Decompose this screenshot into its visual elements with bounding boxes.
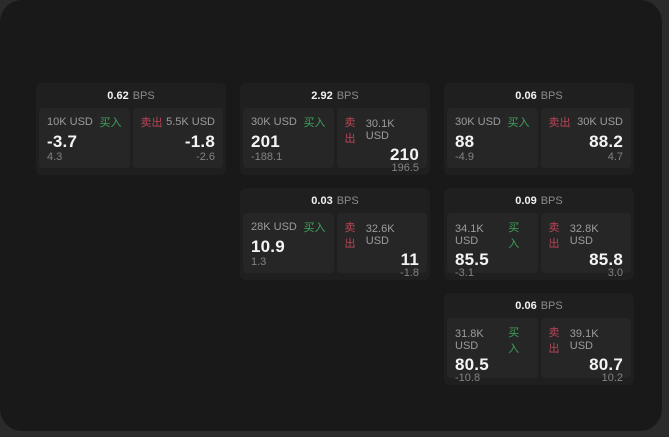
buy-side-label: 买入 (508, 222, 520, 250)
buy-amount: 31.8K USD (455, 328, 484, 352)
sell-price: 85.8 (589, 250, 623, 269)
bps-unit-label: BPS (540, 299, 563, 312)
sell-side-label: 卖出 (548, 222, 560, 250)
sell-amount: 39.1K USD (569, 328, 599, 352)
bps-value: 0.09 (515, 194, 537, 207)
sell-side-label: 卖出 (548, 327, 560, 355)
bps-value: 2.92 (311, 89, 333, 102)
bps-value: 0.06 (515, 89, 537, 102)
buy-change: 1.3 (251, 256, 267, 268)
buy-amount: 28K USD (251, 221, 297, 233)
buy-change: -4.9 (455, 151, 474, 163)
buy-amount: 30K USD (455, 116, 501, 128)
buy-amount: 34.1K USD (455, 223, 484, 247)
sell-quote-tile[interactable]: 卖出 5.5K USD -1.8 -2.6 (132, 108, 223, 168)
buy-amount: 30K USD (251, 116, 297, 128)
sell-amount: 5.5K USD (166, 116, 215, 128)
buy-change: -188.1 (251, 151, 283, 163)
bps-value: 0.03 (311, 194, 333, 207)
card-header: 0.06 BPS (447, 293, 631, 318)
quote-card-5: 0.09 BPS 34.1K USD 买入 85.5 -3.1 卖出 32.8K… (444, 188, 634, 280)
buy-quote-tile[interactable]: 30K USD 买入 201 -188.1 (243, 108, 334, 168)
buy-price: 80.5 (455, 355, 489, 374)
card-header: 2.92 BPS (243, 83, 427, 108)
buy-price: 88 (455, 131, 475, 151)
buy-quote-tile[interactable]: 34.1K USD 买入 85.5 -3.1 (447, 213, 538, 279)
sell-quote-tile[interactable]: 卖出 30.1K USD 210 196.5 (336, 108, 427, 174)
buy-quote-tile[interactable]: 28K USD 买入 10.9 1.3 (243, 213, 334, 273)
sell-quote-tile[interactable]: 卖出 30K USD 88.2 4.7 (540, 108, 631, 168)
buy-quote-tile[interactable]: 30K USD 买入 88 -4.9 (447, 108, 538, 168)
bps-value: 0.62 (107, 89, 129, 102)
sell-change: 4.7 (607, 151, 623, 163)
buy-price: 201 (251, 131, 280, 151)
buy-price: 10.9 (251, 236, 285, 256)
buy-quote-tile[interactable]: 31.8K USD 买入 80.5 -10.8 (447, 318, 538, 384)
sell-side-label: 卖出 (344, 222, 356, 250)
sell-quote-tile[interactable]: 卖出 32.6K USD 11 -1.8 (336, 213, 427, 279)
quote-card-3: 0.06 BPS 30K USD 买入 88 -4.9 卖出 30K USD 8… (444, 83, 634, 175)
buy-price: 85.5 (455, 250, 489, 269)
bps-unit-label: BPS (540, 194, 563, 207)
buy-side-label: 买入 (99, 117, 122, 129)
bps-value: 0.06 (515, 299, 537, 312)
sell-side-label: 卖出 (344, 117, 356, 145)
sell-amount: 32.6K USD (365, 223, 395, 247)
quote-card-1: 0.62 BPS 10K USD 买入 -3.7 4.3 卖出 5.5K USD… (36, 83, 226, 175)
sell-price: 210 (390, 145, 419, 164)
sell-change: -2.6 (196, 151, 215, 163)
card-header: 0.62 BPS (39, 83, 223, 108)
sell-amount: 32.8K USD (569, 223, 599, 247)
sell-quote-tile[interactable]: 卖出 32.8K USD 85.8 3.0 (540, 213, 631, 279)
sell-side-label: 卖出 (548, 117, 571, 129)
sell-price: 11 (400, 250, 419, 269)
card-header: 0.09 BPS (447, 188, 631, 213)
buy-side-label: 买入 (507, 117, 530, 129)
buy-side-label: 买入 (508, 327, 520, 355)
sell-change: -1.8 (400, 267, 419, 279)
sell-change: 10.2 (601, 372, 623, 384)
sell-change: 196.5 (391, 162, 419, 174)
buy-change: 4.3 (47, 151, 63, 163)
card-header: 0.03 BPS (243, 188, 427, 213)
app-window: 0.62 BPS 10K USD 买入 -3.7 4.3 卖出 5.5K USD… (0, 0, 662, 431)
buy-change: -10.8 (455, 372, 481, 384)
sell-amount: 30.1K USD (365, 118, 395, 142)
card-header: 0.06 BPS (447, 83, 631, 108)
buy-side-label: 买入 (303, 222, 326, 234)
sell-price: 80.7 (589, 355, 623, 374)
quote-card-2: 2.92 BPS 30K USD 买入 201 -188.1 卖出 30.1K … (240, 83, 430, 175)
bps-unit-label: BPS (336, 89, 359, 102)
sell-amount: 30K USD (577, 116, 623, 128)
sell-quote-tile[interactable]: 卖出 39.1K USD 80.7 10.2 (540, 318, 631, 384)
buy-change: -3.1 (455, 267, 474, 279)
bps-unit-label: BPS (132, 89, 155, 102)
quote-card-4: 0.03 BPS 28K USD 买入 10.9 1.3 卖出 32.6K US… (240, 188, 430, 280)
bps-unit-label: BPS (540, 89, 563, 102)
quote-card-6: 0.06 BPS 31.8K USD 买入 80.5 -10.8 卖出 39.1… (444, 293, 634, 385)
sell-change: 3.0 (607, 267, 623, 279)
buy-side-label: 买入 (303, 117, 326, 129)
buy-price: -3.7 (47, 131, 78, 151)
buy-amount: 10K USD (47, 116, 93, 128)
sell-price: -1.8 (184, 131, 215, 151)
sell-price: 88.2 (589, 131, 623, 151)
buy-quote-tile[interactable]: 10K USD 买入 -3.7 4.3 (39, 108, 130, 168)
bps-unit-label: BPS (336, 194, 359, 207)
sell-side-label: 卖出 (140, 117, 163, 129)
